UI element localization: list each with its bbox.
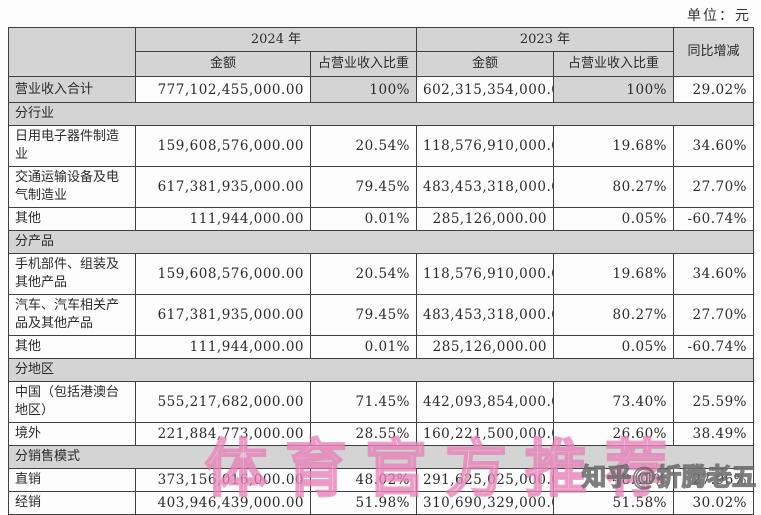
share-2024-cell: 79.45% (310, 166, 417, 208)
row-label-cell: 交通运输设备及电气制造业 (8, 166, 136, 208)
amount-2023-cell: 442,093,854,000.00 (416, 381, 554, 423)
share-2023-cell: 73.40% (553, 381, 674, 423)
share-2023-cell: 0.05% (553, 207, 674, 231)
table-row: 手机部件、组装及其他产品 159,608,576,000.00 20.54% 118,… (8, 253, 754, 295)
yoy-cell: 25.59% (673, 381, 754, 423)
row-label-cell: 境外 (8, 422, 136, 446)
table-row: 经销 403,946,439,000.00 51.98% 310,690,329,00… (8, 491, 754, 515)
yoy-cell: 27.70% (673, 294, 754, 336)
table-row: 交通运输设备及电气制造业 617,381,935,000.00 79.45% 483,… (8, 166, 754, 208)
amount-2024-cell: 111,944,000.00 (135, 335, 311, 359)
row-label-cell: 日用电子器件制造业 (8, 125, 136, 167)
section-label: 分销售模式 (8, 445, 754, 469)
share-2024-header: 占营业收入比重 (310, 51, 417, 77)
header-row-measures: 金额 占营业收入比重 金额 占营业收入比重 (9, 51, 754, 77)
yoy-cell: -60.74% (673, 207, 754, 231)
table-row: 境外 221,884,773,000.00 28.55% 160,221,500,00… (8, 422, 754, 446)
share-2023-cell: 51.58% (553, 491, 674, 515)
amount-2024-cell: 159,608,576,000.00 (135, 125, 311, 167)
section-label: 分产品 (8, 230, 754, 254)
share-2023-cell: 48.42% (553, 468, 674, 492)
row-label-cell: 其他 (8, 207, 136, 231)
year-2023-header: 2023 年 (416, 27, 674, 52)
unit-label: 单位：元 (687, 8, 751, 24)
share-2024-cell: 71.45% (310, 381, 417, 423)
share-2024-cell: 48.02% (310, 468, 417, 492)
revenue-breakdown-table: 2024 年 2023 年 同比增减 金额 占营业收入比重 金额 占营业收入比重… (8, 27, 754, 515)
section-row: 分销售模式 (8, 445, 754, 469)
amount-2024-cell: 111,944,000.00 (135, 207, 311, 231)
corner-empty-cell (8, 27, 136, 77)
section-row: 分地区 (8, 358, 754, 382)
row-label-cell: 经销 (8, 491, 136, 515)
share-2023-cell: 80.27% (553, 294, 674, 336)
share-2024-cell: 100% (310, 76, 417, 103)
share-2023-cell: 19.68% (553, 125, 674, 167)
share-2023-cell: 0.05% (553, 335, 674, 359)
amount-2023-cell: 285,126,000.00 (416, 207, 554, 231)
amount-2024-cell: 373,156,016,000.00 (135, 468, 311, 492)
amount-2024-cell: 777,102,455,000.00 (135, 76, 311, 103)
table-row: 直销 373,156,016,000.00 48.02% 291,625,025,00… (8, 468, 754, 492)
section-row: 分行业 (8, 102, 754, 126)
share-2023-header: 占营业收入比重 (553, 51, 674, 77)
table-row: 汽车、汽车相关产品及其他产品 617,381,935,000.00 79.45% 48… (8, 294, 754, 336)
amount-2024-header: 金额 (135, 51, 311, 77)
row-label-cell: 营业收入合计 (8, 76, 136, 103)
amount-2024-cell: 555,217,682,000.00 (135, 381, 311, 423)
yoy-cell: 29.02% (673, 76, 754, 103)
share-2024-cell: 28.55% (310, 422, 417, 446)
row-label-cell: 其他 (8, 335, 136, 359)
amount-2023-cell: 310,690,329,000.00 (416, 491, 554, 515)
section-row: 分产品 (8, 230, 754, 254)
share-2024-cell: 79.45% (310, 294, 417, 336)
section-label: 分行业 (8, 102, 754, 126)
share-2024-cell: 20.54% (310, 125, 417, 167)
table-row: 中国（包括港澳台地区） 555,217,682,000.00 71.45% 442,0… (8, 381, 754, 423)
amount-2024-cell: 221,884,773,000.00 (135, 422, 311, 446)
share-2024-cell: 0.01% (310, 207, 417, 231)
amount-2024-cell: 403,946,439,000.00 (135, 491, 311, 515)
amount-2023-cell: 291,625,025,000.00 (416, 468, 554, 492)
row-label-cell: 直销 (8, 468, 136, 492)
share-2024-cell: 51.98% (310, 491, 417, 515)
amount-2023-cell: 602,315,354,000.00 (416, 76, 554, 103)
share-2023-cell: 26.60% (553, 422, 674, 446)
share-2023-cell: 19.68% (553, 253, 674, 295)
table-body: 营业收入合计 777,102,455,000.00 100% 602,315,354,… (8, 76, 754, 515)
yoy-cell: 30.02% (673, 491, 754, 515)
share-2024-cell: 0.01% (310, 335, 417, 359)
amount-2024-cell: 617,381,935,000.00 (135, 166, 311, 208)
amount-2024-cell: 617,381,935,000.00 (135, 294, 311, 336)
yoy-cell: 34.60% (673, 125, 754, 167)
row-label-cell: 中国（包括港澳台地区） (8, 381, 136, 423)
share-2023-cell: 100% (553, 76, 674, 103)
amount-2023-cell: 160,221,500,000.00 (416, 422, 554, 446)
row-label-cell: 汽车、汽车相关产品及其他产品 (8, 294, 136, 336)
yoy-cell: 34.60% (673, 253, 754, 295)
yoy-header: 同比增减 (673, 27, 754, 77)
amount-2023-cell: 118,576,910,000.00 (416, 125, 554, 167)
table-row: 营业收入合计 777,102,455,000.00 100% 602,315,354,… (8, 76, 754, 103)
share-2024-cell: 20.54% (310, 253, 417, 295)
header-row-years: 2024 年 2023 年 同比增减 (8, 27, 754, 77)
table-row: 日用电子器件制造业 159,608,576,000.00 20.54% 118,576… (8, 125, 754, 167)
amount-2023-cell: 483,453,318,000.00 (416, 166, 554, 208)
amount-2023-cell: 118,576,910,000.00 (416, 253, 554, 295)
share-2023-cell: 80.27% (553, 166, 674, 208)
table-row: 其他 111,944,000.00 0.01% 285,126,000.00 0.05%… (8, 207, 754, 231)
yoy-cell: -60.74% (673, 335, 754, 359)
amount-2024-cell: 159,608,576,000.00 (135, 253, 311, 295)
table-row: 其他 111,944,000.00 0.01% 285,126,000.00 0.05%… (8, 335, 754, 359)
section-label: 分地区 (8, 358, 754, 382)
amount-2023-cell: 285,126,000.00 (416, 335, 554, 359)
row-label-cell: 手机部件、组装及其他产品 (8, 253, 136, 295)
yoy-cell: 27.70% (673, 166, 754, 208)
year-2024-header: 2024 年 (135, 27, 417, 52)
amount-2023-cell: 483,453,318,000.00 (416, 294, 554, 336)
yoy-cell: 27.96% (673, 468, 754, 492)
yoy-cell: 38.49% (673, 422, 754, 446)
amount-2023-header: 金额 (416, 51, 554, 77)
